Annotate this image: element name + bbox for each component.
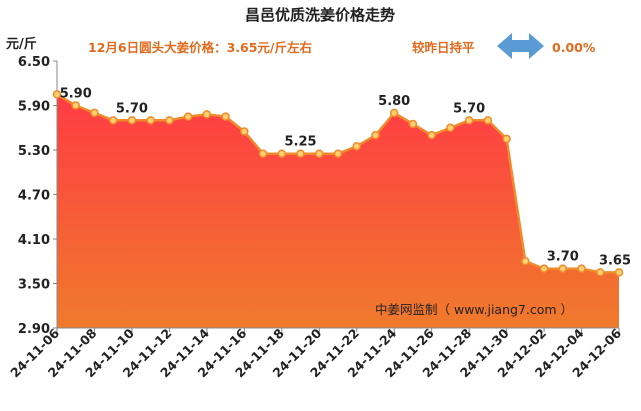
data-label: 5.25 <box>284 135 316 150</box>
data-label: 3.65 <box>599 253 631 268</box>
watermark: 中姜网监制（ www.jiang7.com ） <box>375 302 573 317</box>
data-point <box>521 257 530 266</box>
price-note: 12月6日圆头大姜价格：3.65元/斤左右 <box>88 40 312 55</box>
data-point <box>183 112 193 121</box>
data-point <box>240 127 249 136</box>
y-unit-label: 元/斤 <box>6 36 37 52</box>
y-tick-label: 3.50 <box>18 278 50 293</box>
data-point <box>277 149 287 158</box>
data-label: 5.80 <box>378 94 410 109</box>
compare-label: 较昨日持平 <box>412 40 475 55</box>
y-tick-label: 5.90 <box>18 100 50 115</box>
y-tick-label: 5.30 <box>18 144 50 159</box>
data-point <box>165 116 174 125</box>
series-area <box>57 94 619 329</box>
data-point <box>127 116 137 125</box>
y-tick-label: 2.90 <box>18 322 50 337</box>
data-point <box>596 268 605 277</box>
data-point <box>221 112 230 121</box>
data-point <box>577 264 586 273</box>
data-point <box>502 134 511 144</box>
data-point <box>296 149 305 158</box>
data-point <box>352 142 361 151</box>
data-point <box>108 116 118 125</box>
y-tick-label: 4.10 <box>18 233 50 248</box>
data-point <box>315 149 324 158</box>
chart-title: 昌邑优质洗姜价格走势 <box>245 6 395 24</box>
data-label: 5.90 <box>60 87 92 102</box>
data-point <box>446 123 455 132</box>
data-point <box>614 268 624 277</box>
data-point <box>558 264 568 273</box>
data-point <box>333 149 343 158</box>
plot-area: 6.505.905.304.704.103.502.9024-11-0624-1… <box>7 55 631 380</box>
data-point <box>483 116 493 125</box>
data-point <box>71 101 80 110</box>
data-point <box>371 130 380 140</box>
data-point <box>408 119 418 129</box>
data-point <box>52 90 62 99</box>
y-tick-label: 6.50 <box>18 55 50 70</box>
data-point <box>146 116 155 125</box>
data-point <box>90 108 99 118</box>
data-point <box>389 108 399 118</box>
data-label: 3.70 <box>547 250 579 265</box>
data-label: 5.70 <box>116 101 148 116</box>
y-tick-label: 4.70 <box>18 189 50 204</box>
compare-value: 0.00% <box>552 40 596 55</box>
data-point <box>202 110 212 119</box>
data-label: 5.70 <box>453 101 485 116</box>
data-point <box>464 116 474 125</box>
data-point <box>258 149 268 158</box>
data-point <box>539 264 549 273</box>
flat-arrow-icon <box>497 33 544 59</box>
data-point <box>427 130 436 140</box>
